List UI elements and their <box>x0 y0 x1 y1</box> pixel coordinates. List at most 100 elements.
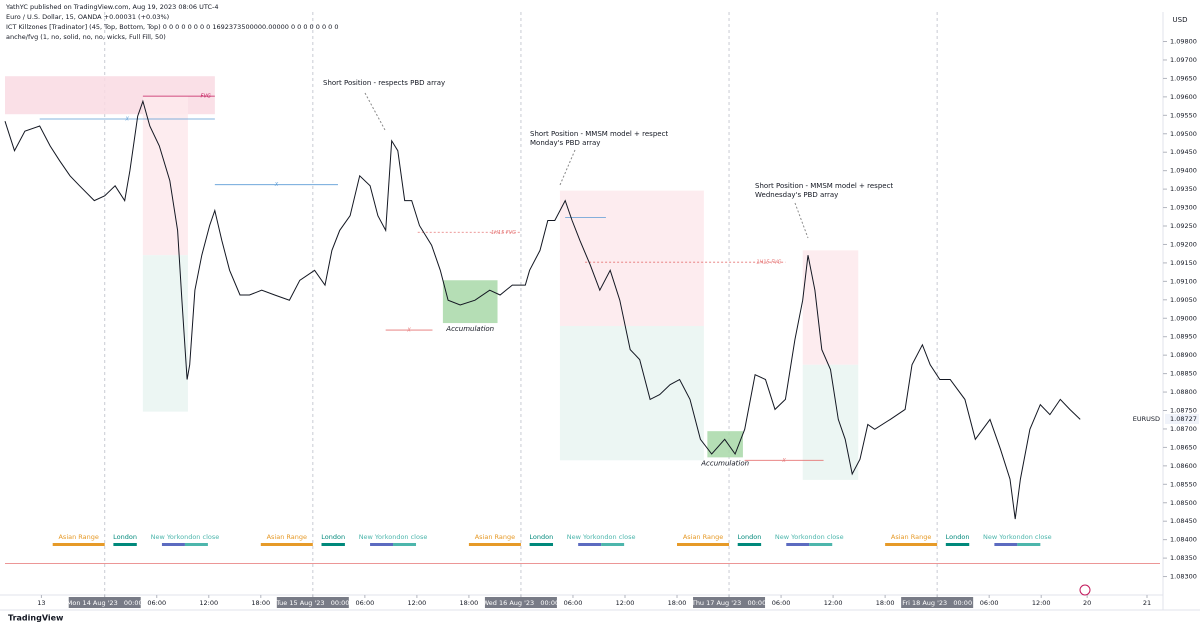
x-tick-label: 06:00 <box>772 599 791 607</box>
session-bar <box>529 543 554 546</box>
note-arrow <box>794 202 809 239</box>
session-bar <box>786 543 810 546</box>
x-tick-label: 12:00 <box>824 599 843 607</box>
level-label: X <box>274 182 279 188</box>
x-tick-label: 21 <box>1143 599 1151 607</box>
y-tick-label: 1.09650 <box>1170 74 1197 82</box>
session-bar <box>601 543 625 546</box>
session-bar <box>994 543 1018 546</box>
indicator: ICT Killzones [Tradinator] (45, Top, Bot… <box>6 23 339 31</box>
x-tick-label: 12:00 <box>616 599 635 607</box>
session-label: London <box>738 533 762 541</box>
y-tick-label: 1.09050 <box>1170 296 1197 304</box>
y-tick-label: 1.09300 <box>1170 204 1197 212</box>
x-tick-label: 20 <box>1083 599 1091 607</box>
session-bar <box>578 543 602 546</box>
session-label: Asian Range <box>267 533 307 541</box>
x-tick-box <box>276 597 349 608</box>
zone <box>707 431 743 458</box>
publisher: YathYC published on TradingView.com, Aug… <box>6 3 219 11</box>
zone-label: Accumulation <box>700 459 749 467</box>
zone <box>142 255 188 412</box>
y-tick-label: 1.08300 <box>1170 573 1197 581</box>
level-label: X <box>781 458 786 464</box>
x-tick-label: Thu 17 Aug '23 00:00 <box>691 599 766 607</box>
last-price-label: 1.08727 <box>1170 415 1197 423</box>
x-tick-label: 18:00 <box>668 599 687 607</box>
zone <box>142 96 188 256</box>
zone <box>559 190 704 327</box>
session-bar <box>260 543 313 546</box>
session-label: London <box>321 533 345 541</box>
level-label: X <box>125 117 130 123</box>
y-tick-label: 1.08450 <box>1170 517 1197 525</box>
y-tick-label: 1.09350 <box>1170 185 1197 193</box>
level-label: FVG <box>201 94 211 100</box>
session-bar <box>52 543 105 546</box>
note-arrow <box>559 149 576 186</box>
x-tick-label: Wed 16 Aug '23 00:00 <box>483 599 559 607</box>
x-tick-label: 12:00 <box>408 599 427 607</box>
session-label: Asian Range <box>891 533 931 541</box>
session-label: Asian Range <box>58 533 98 541</box>
x-tick-label: 13 <box>37 599 45 607</box>
y-tick-label: 1.09100 <box>1170 277 1197 285</box>
session-bar <box>885 543 938 546</box>
session-label: New Yorkondon close <box>775 533 844 541</box>
y-tick-label: 1.09700 <box>1170 56 1197 64</box>
y-tick-label: 1.08750 <box>1170 407 1197 415</box>
y-tick-label: 1.08550 <box>1170 480 1197 488</box>
session-label: London <box>529 533 553 541</box>
session-label: Asian Range <box>475 533 515 541</box>
level-label: 1H15 FVG <box>491 230 516 236</box>
alert-icon[interactable] <box>1079 584 1091 596</box>
x-tick-box <box>484 597 557 608</box>
x-tick-label: 06:00 <box>355 599 374 607</box>
x-tick-label: 18:00 <box>251 599 270 607</box>
y-tick-label: 1.09400 <box>1170 167 1197 175</box>
x-tick-label: 18:00 <box>876 599 895 607</box>
session-bar <box>809 543 833 546</box>
session-bar <box>321 543 345 546</box>
zone <box>559 326 704 461</box>
session-bar <box>737 543 762 546</box>
session-bar <box>1017 543 1041 546</box>
note: Short Position - MMSM model + respect <box>530 130 668 138</box>
last-price-box <box>1165 413 1199 424</box>
y-tick-label: 1.09000 <box>1170 314 1197 322</box>
zone <box>802 250 859 365</box>
session-label: New Yorkondon close <box>983 533 1052 541</box>
session-label: New Yorkondon close <box>151 533 220 541</box>
zone-label: Accumulation <box>445 325 494 333</box>
y-tick-label: 1.08700 <box>1170 425 1197 433</box>
session-bar <box>161 543 185 546</box>
session-label: New Yorkondon close <box>359 533 428 541</box>
y-tick-label: 1.09800 <box>1170 38 1197 46</box>
y-tick-label: 1.09500 <box>1170 130 1197 138</box>
x-tick-label: 06:00 <box>564 599 583 607</box>
session-bar <box>184 543 208 546</box>
x-tick-label: Tue 15 Aug '23 00:00 <box>275 599 349 607</box>
indicator: anche/fvg (1, no, solid, no, no, wicks, … <box>6 33 166 41</box>
x-tick-label: 06:00 <box>147 599 166 607</box>
y-tick-label: 1.09150 <box>1170 259 1197 267</box>
x-tick-box <box>901 597 974 608</box>
y-tick-label: 1.08400 <box>1170 536 1197 544</box>
y-tick-label: 1.08350 <box>1170 554 1197 562</box>
session-bar <box>677 543 730 546</box>
x-tick-label: 12:00 <box>1032 599 1051 607</box>
x-tick-box <box>68 597 141 608</box>
y-tick-label: 1.09200 <box>1170 240 1197 248</box>
y-tick-label: 1.08950 <box>1170 333 1197 341</box>
note: Short Position - respects PBD array <box>323 79 445 87</box>
x-tick-label: 12:00 <box>199 599 218 607</box>
level-label: X <box>406 328 411 334</box>
y-tick-label: 1.09250 <box>1170 222 1197 230</box>
note: Short Position - MMSM model + respect <box>755 182 893 190</box>
session-label: London <box>946 533 970 541</box>
y-tick-label: 1.08800 <box>1170 388 1197 396</box>
currency: USD <box>1173 16 1188 24</box>
session-bar <box>370 543 394 546</box>
